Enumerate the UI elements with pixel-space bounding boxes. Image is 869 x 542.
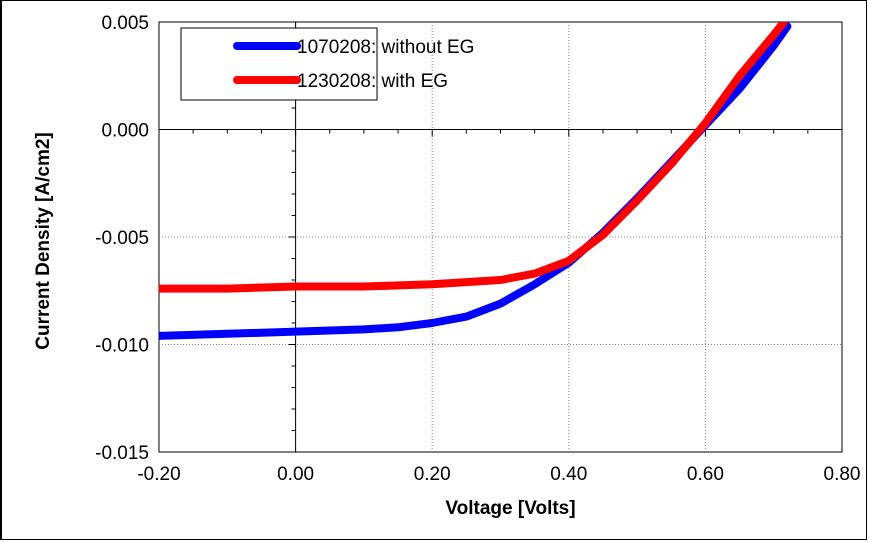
x-tick-label: 0.40 — [550, 464, 587, 485]
series-line-2 — [159, 22, 788, 293]
x-axis-title: Voltage [Volts] — [445, 498, 575, 519]
y-tick-label: -0.010 — [95, 336, 149, 357]
x-tick-label: 0.60 — [687, 464, 724, 485]
x-tick-label: 0.20 — [414, 464, 451, 485]
x-tick-label: 0.80 — [824, 464, 861, 485]
legend-label-1: 1070208: without EG — [297, 37, 474, 58]
x-tick-label: -0.20 — [137, 464, 180, 485]
series-group — [159, 22, 792, 340]
y-tick-label: -0.015 — [95, 443, 149, 464]
legend-box — [180, 27, 378, 101]
x-tick-label: 0.00 — [277, 464, 314, 485]
y-tick-label: 0.000 — [101, 121, 149, 142]
y-axis-title: Current Density [A/cm2] — [33, 132, 54, 350]
y-tick-label: 0.005 — [101, 13, 149, 34]
legend-label-2: 1230208: with EG — [297, 71, 448, 92]
y-tick-label: -0.005 — [95, 228, 149, 249]
